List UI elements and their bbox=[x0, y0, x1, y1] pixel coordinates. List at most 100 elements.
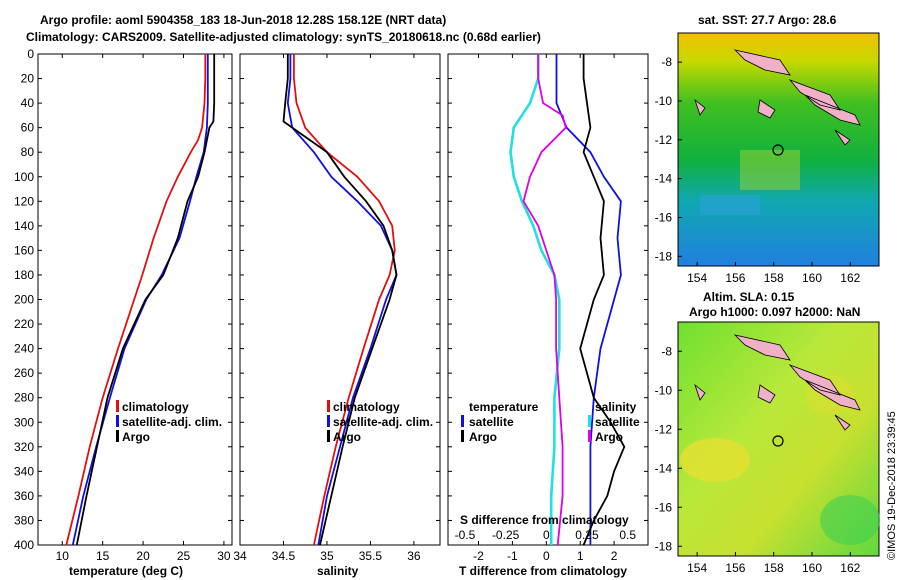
legend-label-climatology: climatology bbox=[333, 400, 400, 414]
legend-swatch-climatology bbox=[327, 400, 330, 412]
difference-panel bbox=[447, 53, 649, 546]
map-y-tick-label: -16 bbox=[655, 210, 673, 224]
x-tick-label: 0 bbox=[543, 549, 550, 563]
map-y-tick-label: -18 bbox=[655, 539, 673, 553]
x-tick-label: 35 bbox=[320, 549, 334, 563]
y-tick-label: 260 bbox=[14, 366, 34, 380]
legend-label-satellite: satellite-adj. clim. bbox=[122, 415, 222, 429]
y-tick-label: 0 bbox=[27, 47, 34, 61]
legend-title-salinity: salinity bbox=[595, 400, 637, 414]
sla-map bbox=[677, 321, 880, 557]
figure-title-line2: Climatology: CARS2009. Satellite-adjuste… bbox=[26, 30, 541, 44]
x-tick-label: 30 bbox=[217, 549, 231, 563]
sla-low-patch bbox=[820, 495, 880, 545]
y-tick-label: 360 bbox=[14, 489, 34, 503]
y-tick-label: 280 bbox=[14, 391, 34, 405]
top-tick-label: 0.5 bbox=[619, 528, 636, 542]
y-tick-label: 300 bbox=[14, 415, 34, 429]
y-tick-label: 60 bbox=[21, 121, 35, 135]
top-tick-label: -0.5 bbox=[455, 528, 476, 542]
imos-stamp: ©IMOS 19-Dec-2018 23:39:45 bbox=[886, 411, 898, 560]
x-tick-label: 15 bbox=[96, 549, 110, 563]
legend-swatch-satellite bbox=[327, 415, 330, 427]
series-s-satellite bbox=[509, 54, 561, 545]
difference-legend: temperature satellite Argo salinity sate… bbox=[461, 400, 640, 444]
temperature-xlabel: temperature (deg C) bbox=[69, 564, 183, 578]
x-tick-label: 1 bbox=[577, 549, 584, 563]
x-tick-label: 34 bbox=[233, 549, 247, 563]
series-satellite-adj-clim- bbox=[286, 54, 398, 546]
x-tick-label: 2 bbox=[611, 549, 618, 563]
y-tick-label: 40 bbox=[21, 96, 35, 110]
legend-title-temperature: temperature bbox=[469, 400, 539, 414]
sla-high-patch bbox=[680, 438, 750, 482]
legend-swatch-argo bbox=[327, 430, 330, 442]
map-x-tick-label: 162 bbox=[840, 561, 860, 575]
map-x-tick-label: 154 bbox=[687, 271, 707, 285]
top-tick-label: -0.25 bbox=[492, 528, 520, 542]
map-y-tick-label: -12 bbox=[655, 133, 673, 147]
y-tick-label: 400 bbox=[14, 538, 34, 552]
map-y-tick-label: -14 bbox=[655, 461, 673, 475]
map-x-tick-label: 158 bbox=[764, 271, 784, 285]
map-x-tick-label: 160 bbox=[802, 561, 822, 575]
legend-swatch-t-argo bbox=[461, 430, 464, 442]
series-t-argo bbox=[579, 54, 626, 546]
top-tick-label: 0.25 bbox=[575, 528, 599, 542]
sla-map-subtitle: Argo h1000: 0.097 h2000: NaN bbox=[689, 305, 860, 319]
map-y-tick-label: -14 bbox=[655, 172, 673, 186]
map-x-tick-label: 162 bbox=[840, 271, 860, 285]
temperature-legend: climatology satellite-adj. clim. Argo bbox=[116, 400, 222, 444]
legend-label-satellite: satellite-adj. clim. bbox=[333, 415, 433, 429]
map-y-tick-label: -10 bbox=[655, 94, 673, 108]
legend-label-t-satellite: satellite bbox=[469, 415, 514, 429]
y-tick-label: 80 bbox=[21, 145, 35, 159]
y-tick-label: 100 bbox=[14, 170, 34, 184]
x-tick-label: 20 bbox=[136, 549, 150, 563]
legend-swatch-satellite bbox=[116, 415, 119, 427]
sla-argo-marker bbox=[772, 435, 784, 447]
sla-map-title: Altim. SLA: 0.15 bbox=[703, 290, 795, 304]
map-y-tick-label: -8 bbox=[661, 344, 672, 358]
x-tick-label: 34.5 bbox=[272, 549, 296, 563]
series-climatology bbox=[292, 54, 396, 546]
series-argo bbox=[282, 54, 398, 546]
map-y-tick-label: -16 bbox=[655, 500, 673, 514]
series-climatology bbox=[65, 54, 207, 546]
series-argo bbox=[75, 54, 216, 546]
legend-label-t-argo: Argo bbox=[469, 430, 497, 444]
y-tick-label: 320 bbox=[14, 440, 34, 454]
y-tick-label: 20 bbox=[21, 72, 35, 86]
legend-label-argo: Argo bbox=[333, 430, 361, 444]
x-tick-label: 25 bbox=[177, 549, 191, 563]
legend-label-s-argo: Argo bbox=[595, 430, 623, 444]
x-tick-label: 35.5 bbox=[359, 549, 383, 563]
map-x-tick-label: 156 bbox=[725, 271, 745, 285]
salinity-panel bbox=[239, 53, 441, 546]
y-tick-label: 240 bbox=[14, 342, 34, 356]
y-tick-label: 380 bbox=[14, 513, 34, 527]
x-tick-label: -1 bbox=[507, 549, 518, 563]
map-x-tick-label: 154 bbox=[687, 561, 707, 575]
figure-title-line1: Argo profile: aoml 5904358_183 18-Jun-20… bbox=[40, 13, 446, 27]
y-tick-label: 140 bbox=[14, 219, 34, 233]
legend-label-argo: Argo bbox=[122, 430, 150, 444]
sst-warm-patch bbox=[740, 150, 800, 190]
series-s-argo bbox=[522, 54, 567, 546]
x-tick-label: 10 bbox=[56, 549, 70, 563]
legend-label-climatology: climatology bbox=[122, 400, 189, 414]
map-y-tick-label: -12 bbox=[655, 422, 673, 436]
legend-swatch-s-satellite bbox=[588, 415, 591, 427]
sst-cool-patch bbox=[700, 195, 760, 215]
y-tick-label: 340 bbox=[14, 464, 34, 478]
map-x-tick-label: 158 bbox=[764, 561, 784, 575]
legend-swatch-climatology bbox=[116, 400, 119, 412]
map-y-tick-label: -8 bbox=[661, 55, 672, 69]
y-tick-label: 180 bbox=[14, 268, 34, 282]
sst-argo-marker bbox=[772, 144, 784, 156]
top-tick-label: 0 bbox=[543, 528, 550, 542]
x-tick-label: -2 bbox=[473, 549, 484, 563]
sst-map bbox=[677, 32, 880, 267]
legend-swatch-s-argo bbox=[588, 430, 591, 442]
